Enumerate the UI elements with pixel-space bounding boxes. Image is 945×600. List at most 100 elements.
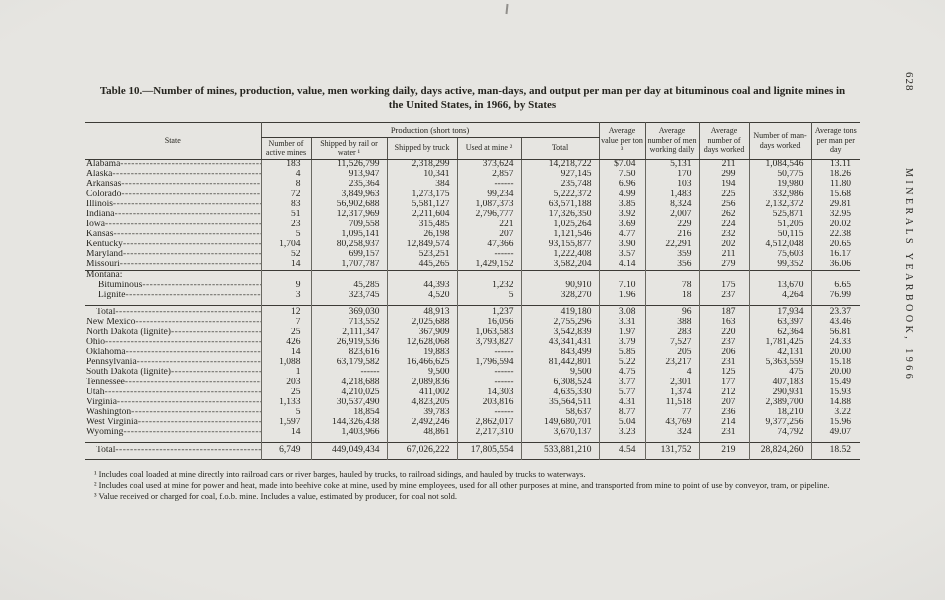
leader-dashes [113,200,261,210]
scan-artifact [505,3,509,15]
value-cell: 47,366 [456,240,521,251]
value-cell: 90,910 [520,281,600,292]
leader-dashes [105,220,261,230]
table-row: Pennsylvania 1,088 63,179,582 16,466,625… [85,357,861,368]
value-cell: 62,364 [748,327,812,338]
value-cell: 219 [698,441,750,460]
value-cell: 78 [644,281,700,292]
value-cell: 15.96 [810,417,861,428]
table-body: Alabama 183 11,526,799 2,318,299 373,624… [85,159,861,460]
value-cell: 367,909 [386,327,457,338]
value-cell: 14.88 [810,397,861,408]
value-cell: 163 [698,318,750,328]
value-cell: 1,084,546 [748,159,812,171]
value-cell: 2,755,296 [520,318,600,328]
book-edge-title: MINERALS YEARBOOK, 1966 [903,168,914,383]
value-cell: 3.23 [598,427,646,443]
leader-dashes [123,428,260,438]
value-cell: 2,301 [644,377,700,388]
leader-dashes [171,368,261,378]
value-cell: 23.37 [810,305,861,319]
value-cell: 2,796,777 [456,210,521,221]
value-cell: 4.77 [598,230,646,241]
value-cell: 4,264 [748,291,812,306]
value-cell: 823,616 [310,347,387,358]
value-cell: 9,500 [386,367,457,378]
leader-dashes [115,308,260,318]
state-label: Alabama [86,160,121,170]
leader-dashes [117,398,261,408]
value-cell: 475 [748,367,812,378]
state-label: Kentucky [86,240,123,250]
value-cell: 177 [698,377,750,388]
value-cell: 14 [260,427,311,443]
value-cell: 80,258,937 [310,240,387,251]
leader-dashes [120,260,261,270]
value-cell: 63,179,582 [310,357,387,368]
value-cell: 187 [698,305,750,319]
leader-dashes [125,378,261,388]
state-cell: Pennsylvania [85,358,261,368]
value-cell: 299 [698,170,750,181]
value-cell: 26,198 [386,230,457,241]
value-cell: 5 [456,291,521,306]
state-label: Oklahoma [86,347,126,357]
value-cell: 13,670 [748,281,812,292]
value-cell: 3.31 [598,318,646,328]
value-cell: ------ [456,407,521,418]
value-cell: 81,442,801 [520,357,600,368]
value-cell: 3.92 [598,210,646,221]
col-header-used-at-mine: Used at mine ² [456,137,521,161]
footnote-3: ³ Value received or charged for coal, f.… [94,490,458,501]
value-cell: 262 [698,210,750,221]
value-cell: 2,857 [456,170,521,181]
value-cell: 359 [644,250,700,261]
value-cell: 4,520 [386,291,457,306]
value-cell: ------ [456,377,521,388]
value-cell: 14,303 [456,387,521,398]
value-cell: 2,862,017 [456,417,521,428]
value-cell: 3.69 [598,220,646,231]
value-cell: 19,980 [748,180,812,191]
value-cell: 231 [698,357,750,368]
col-header-active-mines: Number of active mines [260,137,311,161]
value-cell: 2,132,372 [748,200,812,211]
state-label: South Dakota (lignite) [86,367,171,377]
value-cell: 5.22 [598,357,646,368]
value-cell: 1.97 [598,327,646,338]
table-header: State Production (short tons) Average va… [85,122,861,161]
state-cell: Colorado [85,190,261,200]
value-cell: 43.46 [810,318,861,328]
value-cell: 2,025,688 [386,318,457,328]
value-cell: 3,542,839 [520,327,600,338]
value-cell: 4,218,688 [310,377,387,388]
value-cell: 212 [698,387,750,398]
col-header-shipped-truck: Shipped by truck [386,137,457,161]
value-cell: 202 [698,240,750,251]
state-label: North Dakota (lignite) [86,327,171,337]
value-cell: 1,483 [644,190,700,201]
col-header-state: State [85,122,261,161]
value-cell: 1,121,546 [520,230,600,241]
value-cell: 5 [260,407,311,418]
value-cell: 237 [698,291,750,306]
leader-dashes [115,446,260,456]
footnote-1: ¹ Includes coal loaded at mine directly … [94,468,586,479]
value-cell: 44,393 [386,281,457,292]
col-header-avg-men-daily: Average number of men working daily [644,122,700,161]
value-cell: 315,485 [386,220,457,231]
value-cell: 449,049,434 [310,441,387,460]
value-cell: 229 [644,220,700,231]
value-cell: 48,861 [386,427,457,443]
value-cell: 3.90 [598,240,646,251]
leader-dashes [115,210,261,220]
table-row: Colorado 72 3,849,963 1,273,175 99,234 5… [85,190,861,201]
value-cell: 14,218,722 [520,159,600,171]
table-row: Maryland 52 699,157 523,251 ------ 1,222… [85,250,861,261]
value-cell: 7,527 [644,337,700,348]
value-cell: 523,251 [386,250,457,261]
value-cell: 411,002 [386,387,457,398]
value-cell: 236 [698,407,750,418]
value-cell: 8,324 [644,200,700,211]
value-cell: 5,222,372 [520,190,600,201]
